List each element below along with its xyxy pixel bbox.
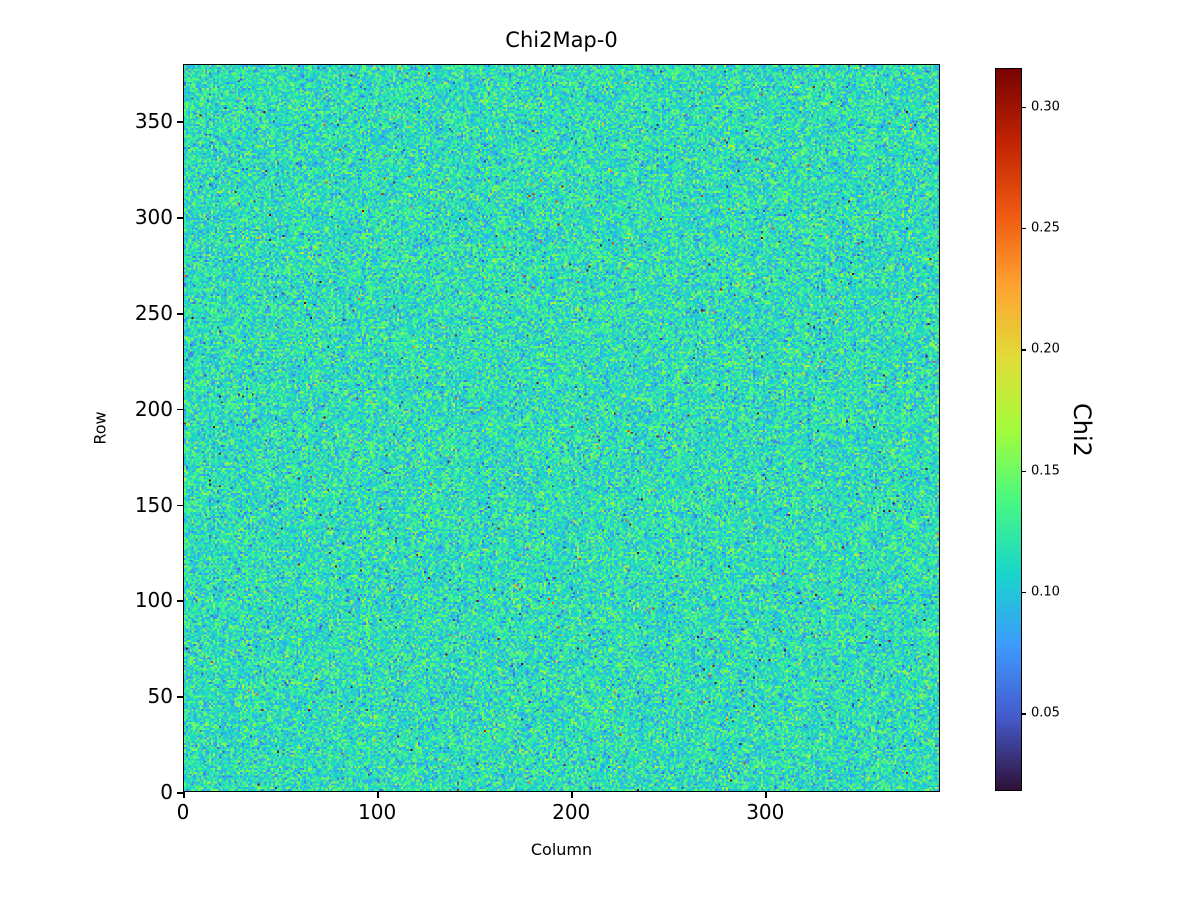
y-tick-mark (177, 217, 183, 219)
colorbar-tick-mark (1022, 470, 1026, 472)
y-tick-label: 250 (134, 301, 173, 326)
colorbar-tick-label: 0.25 (1031, 220, 1060, 236)
y-tick-label: 100 (134, 588, 173, 613)
y-tick-mark (177, 313, 183, 315)
x-tick-mark (377, 792, 379, 798)
y-tick-label: 150 (134, 492, 173, 517)
heatmap-plot-area (183, 64, 940, 792)
y-tick-label: 200 (134, 396, 173, 421)
colorbar-tick-mark (1022, 592, 1026, 594)
colorbar-tick-label: 0.05 (1031, 705, 1060, 721)
y-axis-label: Row (90, 411, 110, 445)
y-tick-mark (177, 408, 183, 411)
colorbar-canvas (996, 69, 1021, 790)
x-tick-mark (571, 792, 573, 798)
y-tick-label: 50 (147, 684, 173, 709)
y-tick-mark (177, 600, 183, 602)
y-tick-mark (177, 504, 183, 507)
colorbar-tick-mark (1022, 228, 1026, 230)
x-tick-label: 100 (358, 800, 397, 824)
colorbar-tick-mark (1022, 349, 1026, 351)
x-axis-label: Column (530, 840, 593, 859)
x-tick-mark (183, 792, 185, 798)
x-tick-label: 300 (746, 800, 785, 824)
colorbar-tick-label: 0.15 (1031, 463, 1060, 479)
colorbar-label: Chi2 (1068, 403, 1096, 457)
colorbar-tick-mark (1022, 713, 1026, 715)
y-tick-label: 300 (134, 205, 173, 230)
colorbar-tick-label: 0.30 (1031, 99, 1060, 115)
x-tick-label: 0 (176, 800, 190, 824)
x-tick-label: 200 (552, 800, 591, 824)
y-tick-label: 350 (134, 109, 173, 134)
y-tick-label: 0 (160, 780, 173, 804)
heatmap-canvas (184, 65, 939, 791)
plot-title: Chi2Map-0 (505, 28, 618, 52)
y-tick-mark (177, 792, 183, 794)
colorbar (995, 68, 1022, 791)
colorbar-tick-mark (1022, 106, 1026, 108)
colorbar-tick-label: 0.10 (1031, 584, 1060, 600)
y-tick-mark (177, 121, 183, 123)
y-tick-mark (177, 696, 183, 698)
colorbar-tick-label: 0.20 (1031, 341, 1060, 357)
x-tick-mark (765, 792, 767, 798)
